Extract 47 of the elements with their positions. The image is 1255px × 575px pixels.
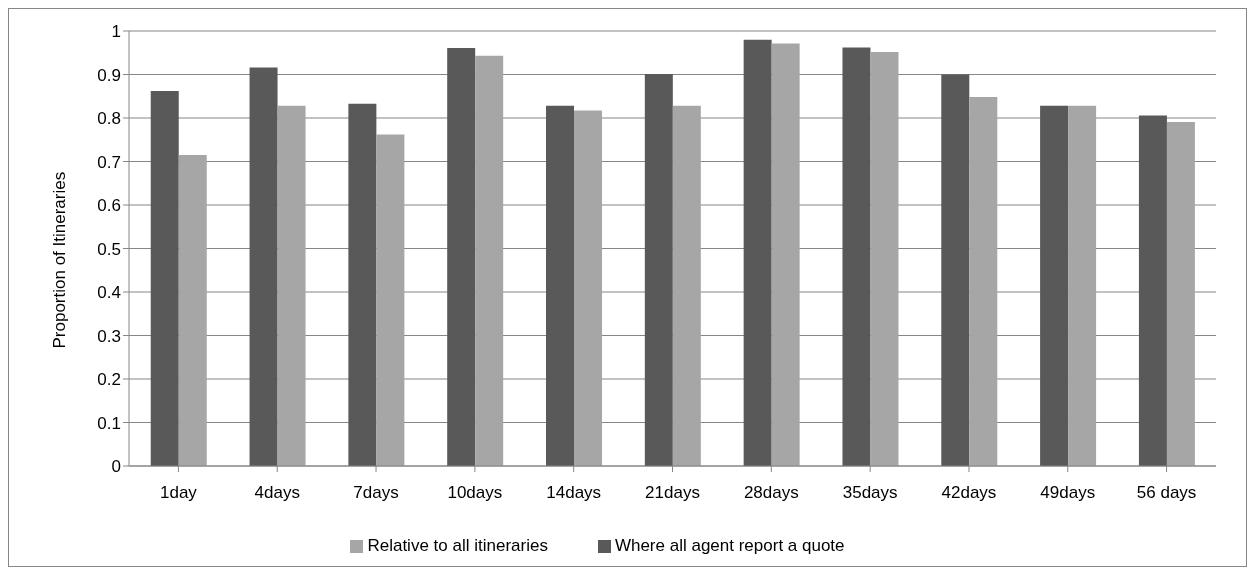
bar <box>574 110 603 466</box>
legend-label: Where all agent report a quote <box>614 536 845 555</box>
y-tick-label: 0.2 <box>97 370 121 390</box>
x-tick-label: 49days <box>1040 483 1096 503</box>
bar <box>150 91 179 466</box>
bar <box>1068 105 1097 466</box>
bar <box>178 154 207 466</box>
bar <box>249 67 278 466</box>
bar <box>771 43 800 466</box>
y-tick-label: 1 <box>111 22 121 42</box>
bar <box>743 39 772 466</box>
bar <box>842 47 871 466</box>
x-tick-label: 4days <box>254 483 300 503</box>
bar <box>348 103 377 466</box>
legend-label: Relative to all itineraries <box>367 536 548 555</box>
x-tick-label: 21days <box>645 483 700 503</box>
x-tick-label: 28days <box>743 483 799 503</box>
y-tick-label: 0.7 <box>97 152 121 172</box>
y-axis-title: Proportion of Itineraries <box>50 171 70 349</box>
bar <box>870 51 899 466</box>
bar <box>672 105 701 466</box>
y-tick-label: 0.6 <box>97 196 121 216</box>
y-tick-label: 0.5 <box>97 239 121 259</box>
bar <box>447 47 476 466</box>
bar <box>546 105 575 466</box>
bar <box>376 134 405 466</box>
y-tick-label: 0.1 <box>97 413 121 433</box>
bar <box>1040 105 1069 466</box>
y-tick-label: 0.8 <box>97 109 121 129</box>
x-tick-label: 42days <box>941 483 997 503</box>
x-tick-label: 10days <box>447 483 503 503</box>
x-tick-label: 1day <box>159 483 198 503</box>
x-tick-label: 7days <box>353 483 399 503</box>
bar <box>1138 115 1167 466</box>
x-tick-label: 56 days <box>1136 483 1197 503</box>
bar <box>941 74 970 466</box>
bar <box>969 97 998 466</box>
bar <box>277 105 306 466</box>
x-tick-label: 14days <box>546 483 602 503</box>
bar <box>644 74 673 466</box>
y-tick-label: 0.4 <box>97 283 121 303</box>
bar <box>1166 121 1195 466</box>
y-tick-label: 0.9 <box>97 65 121 85</box>
bar <box>475 55 504 466</box>
y-tick-label: 0 <box>111 457 121 477</box>
x-tick-label: 35days <box>842 483 898 503</box>
y-tick-label: 0.3 <box>97 326 121 346</box>
